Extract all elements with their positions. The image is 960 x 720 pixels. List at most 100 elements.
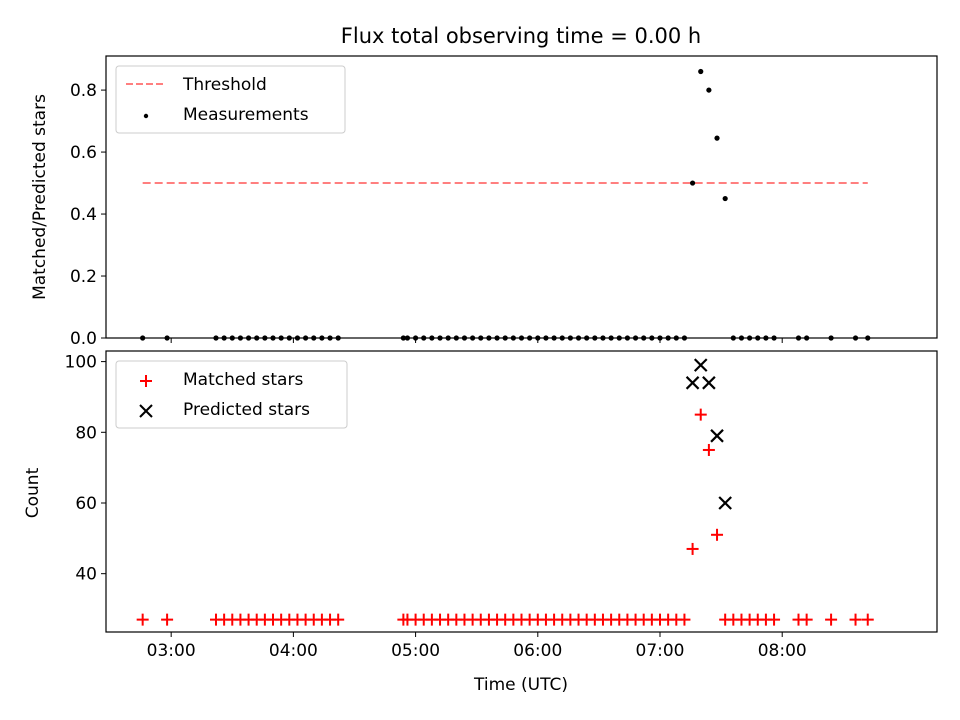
measurement-point: [319, 335, 325, 341]
measurement-point: [616, 335, 622, 341]
top-y-tick-label: 0.6: [70, 143, 97, 163]
chart-title: Flux total observing time = 0.00 h: [341, 24, 701, 48]
bottom-y-axis: 40 60 80 100: [65, 353, 106, 585]
measurement-point: [665, 335, 671, 341]
measurement-point: [311, 335, 317, 341]
measurement-point: [804, 335, 810, 341]
measurement-point: [412, 335, 419, 341]
measurement-point: [681, 335, 688, 341]
matched-star-point: [161, 613, 174, 626]
measurement-point: [461, 335, 468, 341]
matched-star-point: [768, 613, 781, 626]
predicted-star-point: [685, 376, 700, 390]
measurement-point: [706, 87, 712, 93]
measurement-point: [221, 335, 227, 341]
predicted-star-point: [702, 376, 716, 390]
measurement-point: [722, 195, 728, 202]
bottom-panel: 40 60 80 100 03:00 04:00 05:00 06:00 07:00 08:00…: [23, 350, 938, 695]
matched-star-point: [800, 613, 813, 626]
measurement-point: [714, 135, 720, 141]
measurement-point: [445, 335, 451, 341]
top-y-axis: 0.0 0.2 0.4 0.6 0.8: [70, 81, 106, 349]
bottom-x-axis: 03:00 04:00 05:00 06:00 07:00 08:00: [147, 632, 807, 661]
matched-star-point: [849, 613, 862, 626]
top-legend: Threshold Measurements: [115, 65, 346, 134]
x-axis-label: Time (UTC): [473, 675, 568, 695]
top-panel: 0.00.20.40.60.8 Matched/Predicted stars …: [30, 55, 938, 349]
measurement-point: [262, 335, 268, 341]
bottom-y-tick-label: 60: [75, 494, 97, 514]
top-y-tick-label: 0.8: [70, 81, 97, 101]
matched-star-point: [702, 443, 715, 456]
legend-matched-swatch: [140, 375, 152, 387]
bottom-y-tick-label: 40: [75, 565, 97, 585]
measurement-point: [543, 335, 549, 341]
top-plot-marks: [140, 68, 871, 341]
measurement-point: [828, 335, 834, 341]
matched-star-point: [332, 613, 345, 626]
measurement-point: [747, 335, 753, 341]
measurement-point: [437, 335, 443, 341]
predicted-star-point: [710, 429, 724, 443]
measurement-point: [453, 335, 459, 341]
measurement-point: [502, 335, 508, 341]
measurement-point: [649, 335, 655, 341]
legend-threshold-label: Threshold: [182, 75, 267, 95]
measurement-point: [429, 335, 435, 341]
measurement-point: [559, 335, 565, 341]
matched-star-point: [825, 613, 838, 626]
measurement-point: [270, 335, 276, 341]
matched-star-point: [694, 408, 707, 421]
measurement-point: [254, 335, 260, 341]
x-tick-label: 05:00: [391, 641, 440, 661]
measurement-point: [584, 335, 590, 341]
matched-star-point: [861, 613, 874, 626]
measurement-point: [278, 335, 284, 341]
legend-measurements-label: Measurements: [183, 105, 309, 125]
measurement-point: [763, 335, 769, 341]
measurement-point: [303, 335, 309, 341]
legend-predicted-swatch: [139, 404, 153, 418]
measurement-point: [327, 335, 333, 341]
measurement-point: [567, 335, 573, 341]
measurement-point: [730, 335, 736, 341]
measurement-point: [632, 335, 639, 341]
measurement-point: [551, 335, 557, 341]
x-tick-label: 07:00: [636, 641, 685, 661]
legend-matched-label: Matched stars: [183, 370, 303, 390]
predicted-star-point: [718, 496, 732, 510]
measurement-point: [494, 335, 500, 341]
bottom-legend: Matched stars Predicted stars: [115, 360, 348, 429]
measurement-point: [518, 335, 525, 341]
matched-star-point: [678, 613, 691, 626]
top-y-tick-label: 0.2: [70, 267, 97, 287]
matched-star-point: [136, 613, 149, 626]
matched-star-point: [686, 542, 699, 555]
x-tick-label: 06:00: [513, 641, 562, 661]
matched-star-point: [711, 528, 724, 541]
bottom-plot-marks: [136, 358, 874, 626]
top-y-tick-label: 0.4: [70, 205, 97, 225]
measurement-point: [486, 335, 492, 341]
bottom-y-tick-label: 80: [75, 423, 97, 443]
measurement-point: [795, 335, 802, 341]
measurement-point: [624, 335, 631, 341]
measurement-point: [335, 335, 341, 341]
measurement-point: [478, 335, 484, 341]
measurement-point: [294, 335, 301, 341]
measurement-point: [164, 335, 170, 341]
bottom-y-axis-label: Count: [23, 467, 43, 518]
measurement-point: [229, 335, 235, 341]
measurement-point: [865, 335, 871, 341]
measurement-point: [698, 68, 704, 75]
bottom-plot-area: [105, 350, 938, 633]
legend-predicted-label: Predicted stars: [183, 400, 310, 420]
measurement-point: [592, 335, 598, 341]
measurement-point: [286, 335, 292, 341]
top-y-axis-label: Matched/Predicted stars: [30, 94, 50, 300]
measurement-point: [527, 335, 533, 341]
measurement-point: [510, 335, 516, 341]
top-legend-box: [115, 65, 346, 134]
measurement-point: [673, 335, 679, 341]
measurement-point: [400, 335, 406, 341]
